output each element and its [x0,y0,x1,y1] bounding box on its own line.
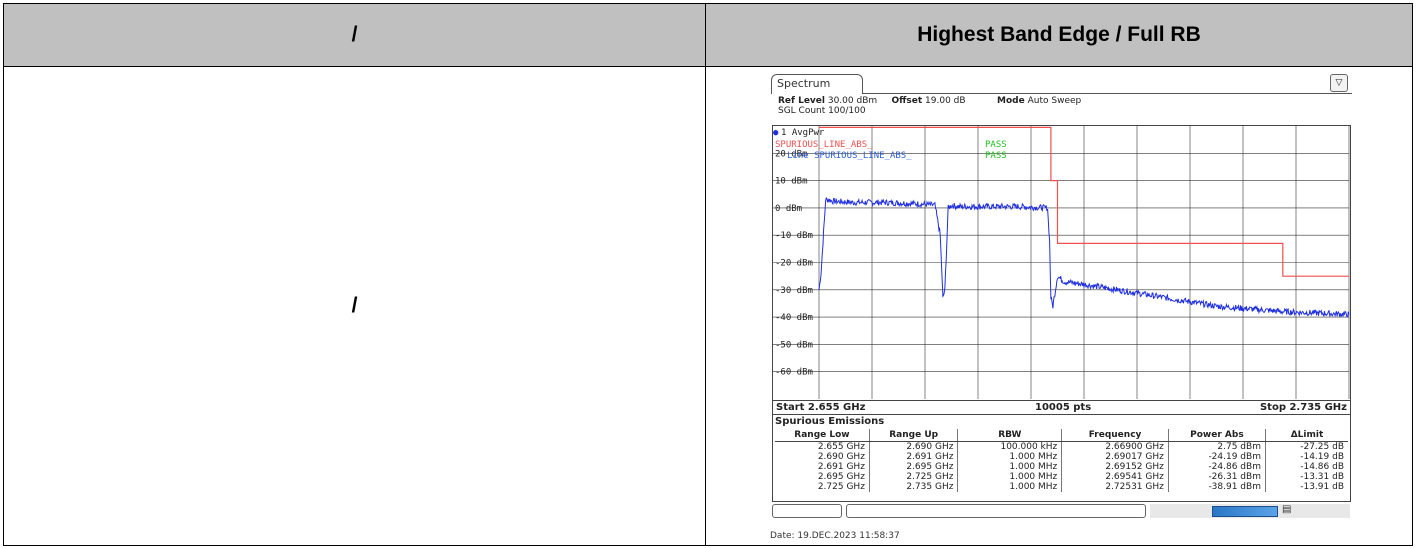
y-tick-label: -20 dBm [775,259,813,269]
status-field-1 [772,504,842,518]
cell: 2.691 GHz [868,452,958,462]
offset-value: 19.00 dB [925,96,966,106]
plot-footer: Start 2.655 GHz 10005 pts Stop 2.735 GHz [772,401,1351,415]
y-tick-label: -40 dBm [775,313,813,323]
col-frequency: Frequency [1061,429,1169,442]
cell: -38.91 dBm [1167,482,1266,492]
cell: 2.66900 GHz [1061,441,1169,452]
y-tick-label: -60 dBm [775,368,813,378]
cell: 2.691 GHz [817,462,865,472]
cell-left: / [4,67,706,545]
offset-label: Offset [891,96,923,106]
table-row: 2.655 GHz 2.690 GHz 100.000 kHz 2.66900 … [775,441,1348,452]
col-rbw: RBW [957,429,1062,442]
cell: 2.690 GHz [868,441,958,452]
cell: 2.69152 GHz [1061,462,1169,472]
mode-value: Auto Sweep [1027,96,1082,106]
y-tick-label: 20 dBm [775,149,808,159]
header-right: Highest Band Edge / Full RB [706,4,1412,67]
spurious-title: Spurious Emissions [775,416,885,427]
table-row: 2.695 GHz 2.725 GHz 1.000 MHz 2.69541 GH… [775,472,1348,482]
stop-frequency: Stop 2.735 GHz [1259,402,1347,413]
tab-spectrum[interactable]: Spectrum [771,74,863,94]
table-row: 2.725 GHz 2.735 GHz 1.000 MHz 2.72531 GH… [775,482,1348,492]
tab-divider [863,93,1352,94]
limit-line-label-1: SPURIOUS_LINE_ABS_ [775,140,873,150]
cell: 2.690 GHz [817,452,865,462]
trace-marker-icon: ● [773,128,779,138]
y-tick-label: 10 dBm [775,177,808,187]
status-field-2 [846,504,1146,518]
cell: 1.000 MHz [957,472,1062,482]
cell: 2.695 GHz [817,472,865,482]
plot-area: 20 dBm 10 dBm 0 dBm -10 dBm -20 dBm -30 dBm -4… [772,125,1351,401]
spectrum-analyzer-screen: Spectrum ▽ Ref Level 30.00 dBm Offset 19… [768,73,1352,547]
sweep-progress-bar [1212,506,1278,517]
measurement-info: Ref Level 30.00 dBm Offset 19.00 dB Mode… [778,96,1081,116]
col-power-abs: Power Abs [1167,429,1266,442]
settings-menu-icon[interactable]: ▽ [1330,74,1348,92]
table-row: 2.690 GHz 2.691 GHz 1.000 MHz 2.69017 GH… [775,452,1348,462]
status-icon: ▤ [1282,504,1292,515]
cell: 2.655 GHz [817,442,865,452]
status-bar: ▤ [772,504,1351,518]
report-table: / Highest Band Edge / Full RB / Spectrum… [3,3,1413,546]
table-row: 2.691 GHz 2.695 GHz 1.000 MHz 2.69152 GH… [775,462,1348,472]
spectrum-plot: 20 dBm 10 dBm 0 dBm -10 dBm -20 dBm -30 dBm -4… [773,126,1350,399]
y-tick-label: -10 dBm [775,231,813,241]
ref-level-label: Ref Level [778,96,825,106]
cell: -14.86 dB [1264,462,1348,472]
col-range-up: Range Up [868,429,958,442]
cell: 2.725 GHz [817,482,865,492]
cell: 2.735 GHz [868,482,958,492]
limit-line-label-2: Line SPURIOUS_LINE_ABS_ [787,151,912,161]
mode-label: Mode [997,96,1025,106]
cell: 1.000 MHz [957,482,1062,492]
spurious-table: Range Low Range Up RBW Frequency Power A… [775,429,1348,492]
cell: 2.72531 GHz [1061,482,1169,492]
limit-line [819,126,1349,277]
spurious-table-panel: Spurious Emissions Range Low Range Up RB… [772,414,1351,502]
cell: 2.69017 GHz [1061,452,1169,462]
start-frequency: Start 2.655 GHz [776,402,866,413]
cell: 1.000 MHz [957,452,1062,462]
header-left: / [4,4,706,67]
cell: 2.75 dBm [1167,441,1266,452]
cell: 2.725 GHz [868,472,958,482]
trace-line [818,196,1350,318]
cell: 2.695 GHz [868,462,958,472]
cell: 1.000 MHz [957,462,1062,472]
cell: -13.31 dB [1264,472,1348,482]
trace-label: 1 AvgPwr [781,128,825,138]
y-tick-label: -30 dBm [775,286,813,296]
pass-label-1: PASS [985,140,1007,150]
cell: -24.19 dBm [1167,452,1266,462]
sgl-count: SGL Count 100/100 [778,106,866,116]
points-count: 10005 pts [1035,402,1092,413]
screenshot-cell: Spectrum ▽ Ref Level 30.00 dBm Offset 19… [706,67,1412,545]
y-tick-label: 0 dBm [775,204,802,214]
cell: -14.19 dB [1264,452,1348,462]
col-range-low: Range Low [775,429,870,442]
col-delta-limit: ΔLimit [1264,429,1348,442]
cell: 100.000 kHz [957,441,1062,452]
cell: -24.86 dBm [1167,462,1266,472]
cell: -13.91 dB [1264,482,1348,492]
pass-label-2: PASS [985,151,1007,161]
cell: 2.69541 GHz [1061,472,1169,482]
date-stamp: Date: 19.DEC.2023 11:58:37 [770,531,900,541]
ref-level-value: 30.00 dBm [827,96,878,106]
cell: -27.25 dB [1264,441,1348,452]
cell: -26.31 dBm [1167,472,1266,482]
y-tick-label: -50 dBm [775,340,813,350]
